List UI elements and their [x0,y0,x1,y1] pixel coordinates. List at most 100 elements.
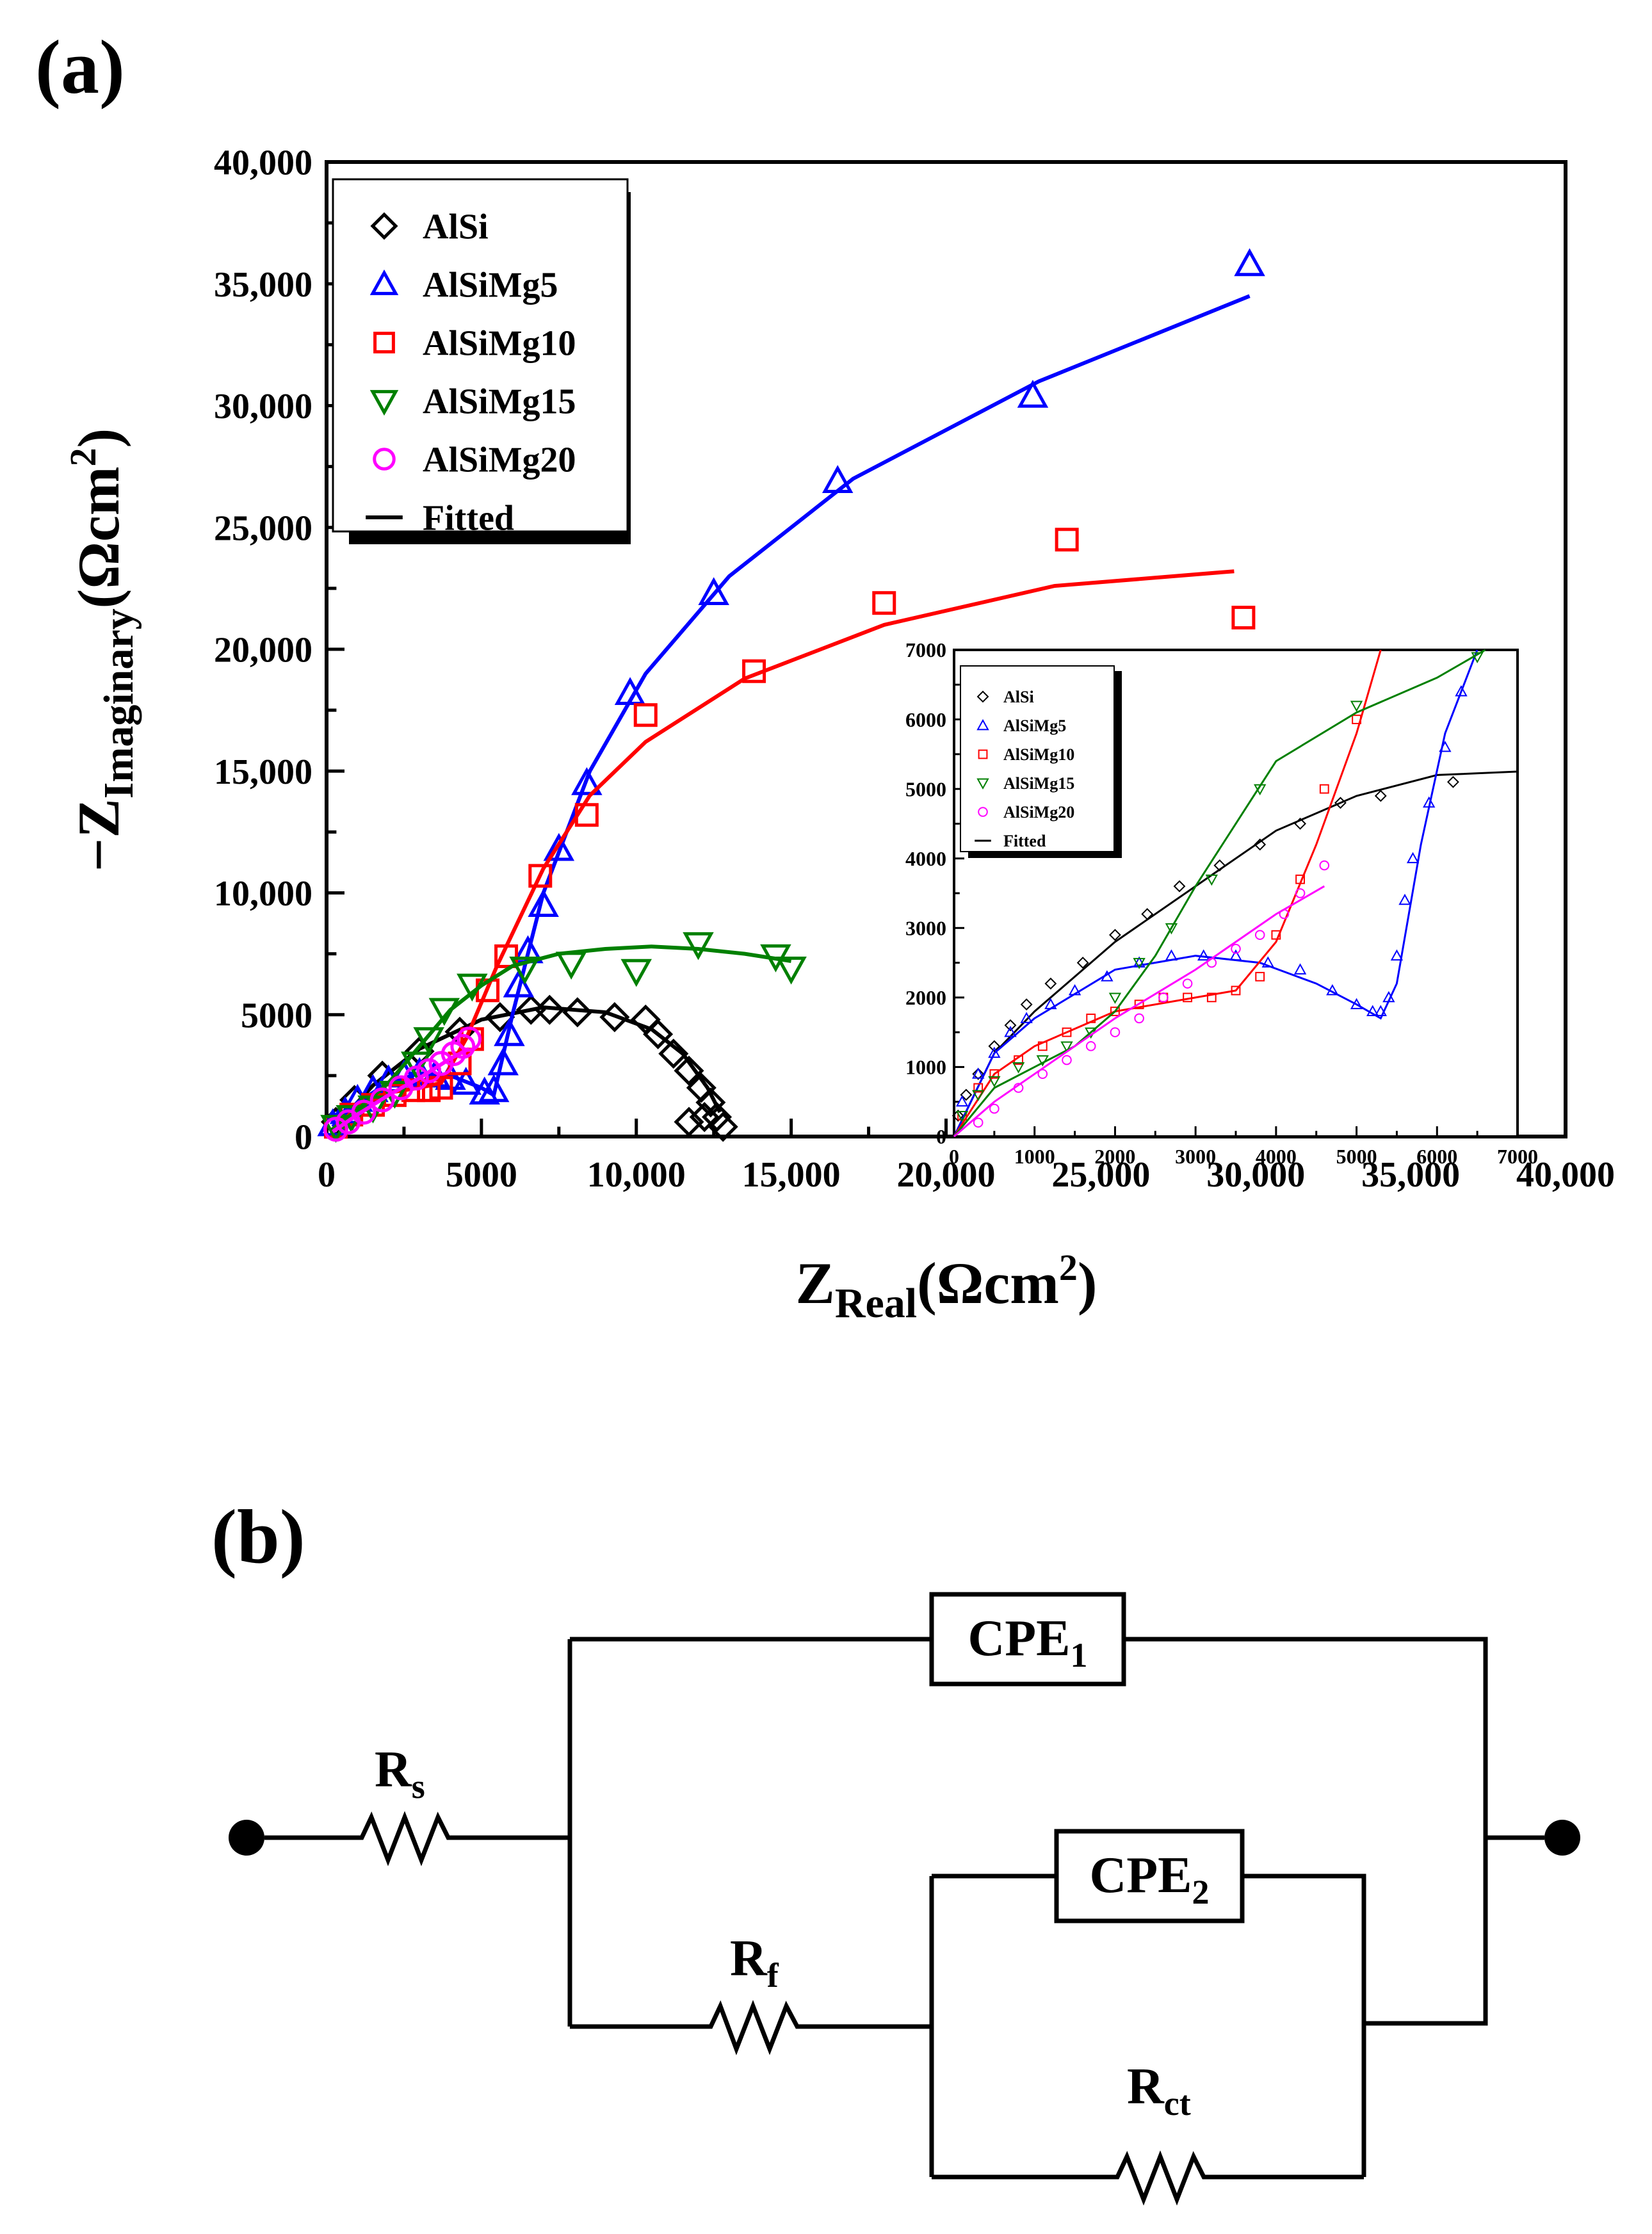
data-point-AlSi [658,1039,689,1069]
data-point-AlSiMg15 [457,973,488,1002]
x-tick-label: 25,000 [1051,1155,1150,1195]
legend-label: AlSiMg10 [1003,745,1074,764]
legend-label: AlSiMg5 [1003,716,1066,735]
data-point-AlSiMg15 [1350,700,1363,712]
legend-marker-AlSi [976,690,989,703]
data-point-AlSiMg5 [1017,380,1049,408]
terminal-right [1544,1820,1580,1856]
rs-label: Rs [375,1742,425,1806]
data-point-AlSi [599,1002,630,1033]
data-point-AlSiMg5 [822,465,854,493]
data-point-AlSi [534,994,565,1025]
y-tick-label: 5000 [241,996,312,1035]
legend-label: Fitted [423,499,514,538]
data-point-AlSiMg15 [1254,784,1267,796]
data-point-AlSiMg5 [1398,893,1411,905]
data-point-AlSi [1254,838,1267,851]
data-point-AlSiMg5 [1326,983,1339,996]
data-point-AlSi [562,997,593,1028]
data-point-AlSiMg5 [614,677,646,705]
cpe2-label: CPE2 [1090,1847,1210,1911]
wire-rc-parallel [929,1874,1366,2177]
data-point-AlSiMg20 [323,1117,349,1142]
data-point-AlSiMg10 [528,864,553,888]
data-point-AlSiMg5 [1439,740,1452,752]
data-point-AlSiMg20 [1013,1083,1024,1093]
data-point-AlSiMg5 [543,832,575,861]
legend-label: AlSi [1003,688,1034,706]
data-point-AlSi [972,1067,985,1080]
data-point-AlSiMg20 [1134,1013,1144,1024]
data-point-AlSiMg15 [1471,652,1484,663]
y-tick-label: 20,000 [214,631,312,670]
wire-top-branch [570,1637,1488,2026]
data-point-AlSiMg15 [1165,923,1178,935]
data-point-AlSiMg15 [1012,1062,1025,1074]
data-point-AlSiMg15 [320,1115,352,1143]
data-point-AlSiMg20 [1295,888,1306,898]
data-point-AlSi [1173,880,1186,893]
data-point-AlSiMg20 [1062,1055,1072,1065]
data-point-AlSiMg20 [1231,944,1241,954]
legend-label: AlSiMg15 [1003,774,1074,793]
data-point-AlSiMg10 [1014,1055,1023,1065]
data-point-AlSiMg20 [369,1087,395,1113]
x-tick-label: 30,000 [1206,1155,1305,1195]
data-point-AlSiMg5 [1234,248,1265,277]
data-point-AlSiMg10 [429,1076,453,1100]
equivalent-circuit [229,1592,1580,2206]
data-point-AlSiMg10 [633,703,658,727]
x-tick-label: 10,000 [587,1155,686,1195]
data-point-AlSiMg15 [509,956,540,985]
x-axis-label: ZReal(Ωcm2) [795,1247,1097,1327]
data-point-AlSiMg15 [683,932,714,960]
data-point-AlSiMg20 [1279,909,1290,919]
data-point-AlSiMg10 [973,1083,984,1093]
data-point-AlSi [1044,977,1057,990]
data-point-AlSiMg20 [1319,860,1330,871]
data-point-AlSiMg5 [1423,796,1436,808]
main-chart: 005000500010,00010,00015,00015,00020,000… [62,143,1615,1327]
x-tick-label: 1000 [1014,1145,1055,1168]
data-point-AlSiMg20 [989,1103,1000,1114]
data-point-AlSi [689,1102,720,1133]
data-point-AlSi [1141,908,1154,920]
data-point-AlSi [952,1110,964,1122]
data-point-AlSiMg15 [1036,1055,1049,1067]
x-tick-label: 5000 [1336,1145,1377,1168]
data-point-AlSi [695,1087,726,1118]
data-point-AlSiMg5 [469,1076,500,1105]
data-point-AlSiMg10 [1183,992,1192,1003]
data-point-AlSiMg20 [1206,957,1217,968]
data-point-AlSi [485,1002,515,1033]
data-point-AlSiMg15 [972,1090,985,1101]
data-point-AlSiMg10 [872,591,896,615]
data-point-AlSiMg5 [1101,970,1113,982]
data-point-AlSi [1374,789,1387,802]
legend-marker-AlSiMg10 [373,332,395,353]
data-point-AlSiMg20 [351,1099,377,1125]
legend-marker-AlSiMg15 [369,390,399,416]
data-point-AlSi [674,1055,704,1086]
legend-marker-AlSi [370,212,398,240]
legend-marker-AlSiMg10 [978,749,988,759]
data-point-AlSiMg5 [450,1067,482,1095]
data-point-AlSiMg15 [988,1076,1001,1088]
data-point-AlSiMg15 [775,956,807,985]
panel-label-b: (b) [211,1494,305,1579]
data-point-AlSiMg20 [1085,1041,1096,1051]
data-point-AlSiMg10 [1086,1014,1096,1023]
data-point-AlSiMg10 [1231,606,1256,630]
data-point-AlSiMg10 [1206,992,1217,1003]
data-point-AlSiMg15 [1108,992,1122,1004]
data-point-AlSiMg15 [555,951,587,980]
data-point-AlSiMg5 [1044,998,1057,1010]
y-tick-label: 5000 [905,777,946,800]
legend-marker-AlSiMg5 [976,718,989,731]
data-point-AlSi [1294,818,1306,830]
fit-line-AlSi [331,1005,722,1131]
fit-line-AlSiMg5 [953,649,1478,1137]
data-point-AlSiMg20 [450,1033,476,1059]
data-point-AlSiMg15 [955,1111,969,1122]
